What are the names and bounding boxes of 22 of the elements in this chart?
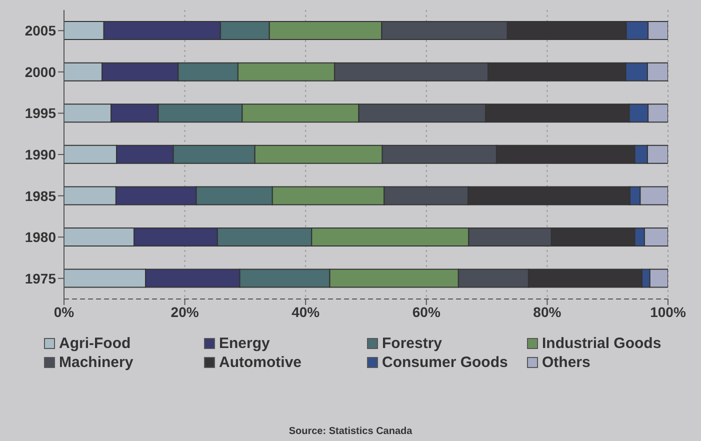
- legend-label: Forestry: [382, 335, 442, 352]
- y-tick-label: 1990: [24, 146, 56, 162]
- legend-label: Consumer Goods: [382, 354, 508, 371]
- x-tick-label: 80%: [533, 304, 562, 320]
- legend-label: Machinery: [59, 354, 134, 371]
- x-tick-label: 20%: [170, 304, 200, 320]
- y-tick-label: 1985: [24, 188, 56, 204]
- y-tick-label: 1980: [24, 229, 56, 246]
- source-note: Source: Statistics Canada: [288, 426, 414, 437]
- y-tick-label: 1995: [24, 105, 56, 122]
- legend-label: Industrial Goods: [542, 335, 662, 352]
- legend-label: Agri-Food: [59, 335, 131, 352]
- x-tick-label: 0%: [54, 304, 75, 320]
- x-tick-label: 100%: [650, 304, 686, 320]
- y-tick-label: 2005: [24, 22, 56, 39]
- y-tick-label: 2000: [24, 64, 56, 80]
- legend-label: Others: [542, 354, 590, 371]
- x-tick-label: 40%: [292, 304, 320, 320]
- legend-label: Energy: [219, 335, 270, 352]
- legend-label: Automotive: [219, 354, 302, 371]
- x-tick-label: 60%: [412, 304, 441, 320]
- y-tick-label: 1975: [24, 270, 56, 286]
